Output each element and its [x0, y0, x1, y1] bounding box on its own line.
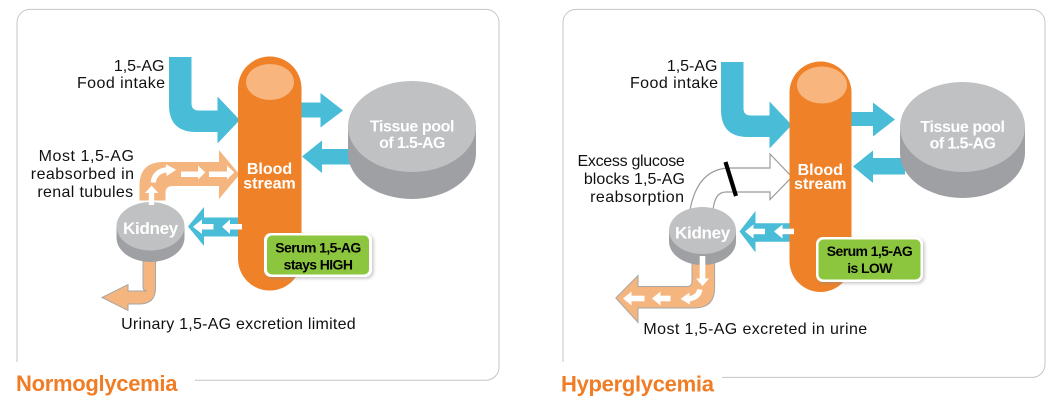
- svg-text:stays HIGH: stays HIGH: [284, 257, 353, 273]
- svg-text:Tissue pool: Tissue pool: [370, 119, 454, 136]
- svg-text:Food intake: Food intake: [77, 75, 166, 92]
- svg-text:Food intake: Food intake: [630, 75, 719, 92]
- svg-text:Blood: Blood: [247, 161, 292, 178]
- svg-text:1,5-AG: 1,5-AG: [667, 58, 718, 75]
- svg-text:of 1.5-AG: of 1.5-AG: [930, 136, 996, 153]
- svg-text:Normoglycemia: Normoglycemia: [16, 371, 178, 396]
- svg-text:stream: stream: [243, 176, 295, 193]
- svg-text:Most 1,5-AG: Most 1,5-AG: [39, 148, 135, 165]
- svg-text:Blood: Blood: [798, 162, 843, 179]
- svg-text:is LOW: is LOW: [847, 260, 893, 276]
- svg-text:Urinary 1,5-AG excretion limit: Urinary 1,5-AG excretion limited: [121, 316, 356, 333]
- svg-text:reabsorption: reabsorption: [590, 189, 684, 206]
- svg-text:Serum 1,5-AG: Serum 1,5-AG: [827, 243, 913, 259]
- svg-text:stream: stream: [794, 176, 846, 193]
- svg-text:Hyperglycemia: Hyperglycemia: [561, 372, 715, 397]
- svg-text:Excess glucose: Excess glucose: [578, 153, 685, 170]
- svg-text:Tissue pool: Tissue pool: [920, 119, 1004, 136]
- svg-text:1,5-AG: 1,5-AG: [114, 58, 165, 75]
- svg-text:renal tubules: renal tubules: [37, 184, 133, 201]
- svg-text:blocks 1,5-AG: blocks 1,5-AG: [584, 171, 685, 188]
- svg-text:Kidney: Kidney: [675, 224, 731, 243]
- svg-text:of 1.5-AG: of 1.5-AG: [379, 135, 445, 152]
- svg-text:reabsorbed in: reabsorbed in: [31, 166, 135, 183]
- svg-text:Serum 1,5-AG: Serum 1,5-AG: [275, 240, 361, 256]
- svg-text:Most 1,5-AG excreted in urine: Most 1,5-AG excreted in urine: [643, 321, 867, 338]
- svg-text:Kidney: Kidney: [123, 219, 179, 238]
